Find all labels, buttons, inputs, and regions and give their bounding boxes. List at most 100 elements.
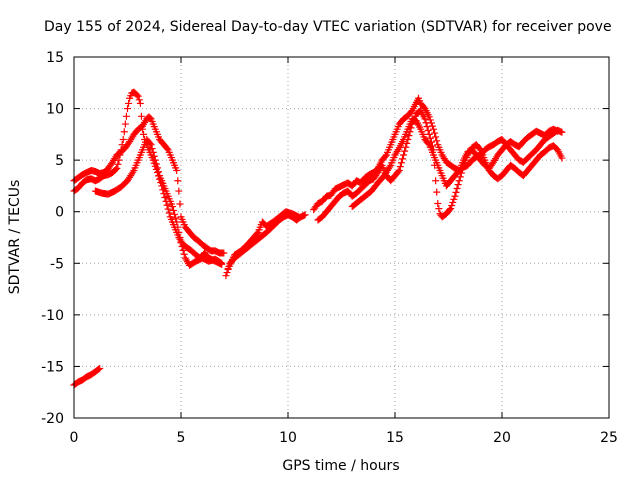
data-point bbox=[163, 201, 171, 209]
data-point bbox=[401, 147, 409, 155]
data-point bbox=[223, 269, 231, 277]
data-point bbox=[114, 160, 122, 168]
data-point bbox=[134, 92, 142, 100]
plot-frame bbox=[73, 56, 610, 419]
data-point bbox=[455, 177, 463, 185]
data-point bbox=[175, 228, 183, 236]
data-point bbox=[161, 194, 169, 202]
data-point bbox=[253, 230, 261, 238]
data-point bbox=[150, 152, 158, 160]
data-point bbox=[454, 181, 462, 189]
data-point bbox=[122, 112, 130, 120]
data-point bbox=[451, 192, 459, 200]
y-axis-label: SDTVAR / TECUs bbox=[7, 180, 23, 295]
data-point bbox=[174, 223, 182, 231]
data-point bbox=[452, 188, 460, 196]
data-point bbox=[424, 126, 432, 134]
data-point bbox=[176, 200, 184, 208]
data-point bbox=[432, 133, 440, 141]
data-point bbox=[405, 132, 413, 140]
data-point bbox=[124, 105, 131, 113]
x-tick-label: 15 bbox=[386, 430, 404, 446]
data-point bbox=[178, 243, 186, 251]
data-point bbox=[432, 177, 440, 185]
data-point bbox=[395, 166, 403, 174]
data-point bbox=[424, 139, 432, 147]
data-point bbox=[125, 99, 133, 107]
data-point bbox=[133, 91, 141, 99]
y-tick-label: -5 bbox=[50, 256, 64, 272]
data-point bbox=[120, 128, 128, 136]
axis-ticks bbox=[73, 56, 610, 419]
chart-title: Day 155 of 2024, Sidereal Day-to-day VTE… bbox=[44, 19, 612, 35]
data-point bbox=[152, 160, 160, 168]
x-tick-label: 10 bbox=[279, 430, 297, 446]
data-point bbox=[454, 168, 462, 176]
data-point bbox=[217, 259, 225, 267]
data-point bbox=[173, 166, 181, 174]
data-point bbox=[174, 177, 182, 185]
data-point bbox=[163, 145, 171, 153]
data-point bbox=[113, 164, 121, 172]
data-point bbox=[222, 272, 230, 280]
data-point bbox=[400, 151, 408, 159]
data-point bbox=[447, 205, 455, 213]
data-point bbox=[430, 125, 438, 133]
y-tick-label: 0 bbox=[55, 205, 64, 221]
y-tick-label: 10 bbox=[46, 102, 64, 118]
tick-labels: 0 5 10 15 20 25 -20 -15 -10 -5 0 5 10 15 bbox=[41, 50, 618, 446]
data-point bbox=[426, 116, 434, 124]
data-point bbox=[558, 154, 566, 162]
data-point bbox=[137, 112, 145, 120]
data-point bbox=[220, 249, 228, 257]
data-point bbox=[446, 206, 454, 214]
data-point bbox=[398, 155, 406, 163]
data-point bbox=[151, 156, 159, 164]
data-point bbox=[95, 365, 103, 373]
data-point bbox=[180, 250, 188, 258]
data-point bbox=[397, 159, 405, 167]
data-point bbox=[558, 128, 566, 136]
y-tick-label: -10 bbox=[41, 308, 64, 324]
data-point bbox=[402, 143, 410, 151]
data-point bbox=[425, 130, 433, 138]
data-point bbox=[396, 163, 404, 171]
y-tick-label: -20 bbox=[41, 411, 64, 427]
data-point bbox=[176, 234, 184, 241]
data-point bbox=[146, 139, 154, 147]
data-point bbox=[164, 205, 172, 213]
data-point bbox=[119, 136, 127, 144]
x-tick-label: 5 bbox=[177, 430, 186, 446]
data-point bbox=[394, 168, 402, 176]
data-point bbox=[155, 168, 163, 176]
data-point bbox=[136, 99, 144, 107]
data-point bbox=[423, 123, 431, 131]
data-point bbox=[450, 195, 458, 203]
data-point bbox=[456, 173, 464, 181]
data-point bbox=[170, 206, 178, 214]
data-point bbox=[140, 130, 148, 138]
data-point bbox=[171, 210, 179, 218]
data-point bbox=[135, 96, 143, 104]
data-point bbox=[147, 141, 155, 149]
data-point bbox=[386, 163, 394, 171]
data-point bbox=[476, 145, 484, 153]
data-point bbox=[168, 203, 176, 211]
y-tick-label: -15 bbox=[41, 359, 64, 375]
data-point bbox=[448, 202, 456, 210]
grid-lines bbox=[74, 57, 609, 418]
x-tick-label: 25 bbox=[600, 430, 618, 446]
data-point bbox=[433, 137, 441, 145]
data-point bbox=[149, 148, 157, 156]
data-point bbox=[554, 127, 562, 135]
data-point bbox=[449, 198, 457, 206]
data-point bbox=[435, 205, 443, 213]
data-point bbox=[129, 168, 137, 176]
data-point bbox=[381, 152, 389, 160]
data-point bbox=[173, 218, 181, 226]
data-point bbox=[153, 164, 161, 172]
data-points bbox=[70, 88, 566, 389]
x-tick-label: 0 bbox=[70, 430, 79, 446]
x-tick-label: 20 bbox=[493, 430, 511, 446]
